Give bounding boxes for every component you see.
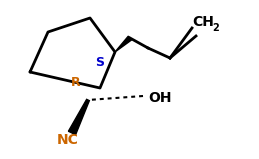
Text: OH: OH [148, 91, 171, 105]
Text: R: R [71, 76, 81, 89]
Text: CH: CH [192, 15, 214, 29]
Text: NC: NC [57, 133, 79, 147]
Polygon shape [68, 99, 89, 135]
Polygon shape [115, 36, 132, 52]
Text: S: S [96, 55, 104, 69]
Text: 2: 2 [212, 23, 219, 33]
